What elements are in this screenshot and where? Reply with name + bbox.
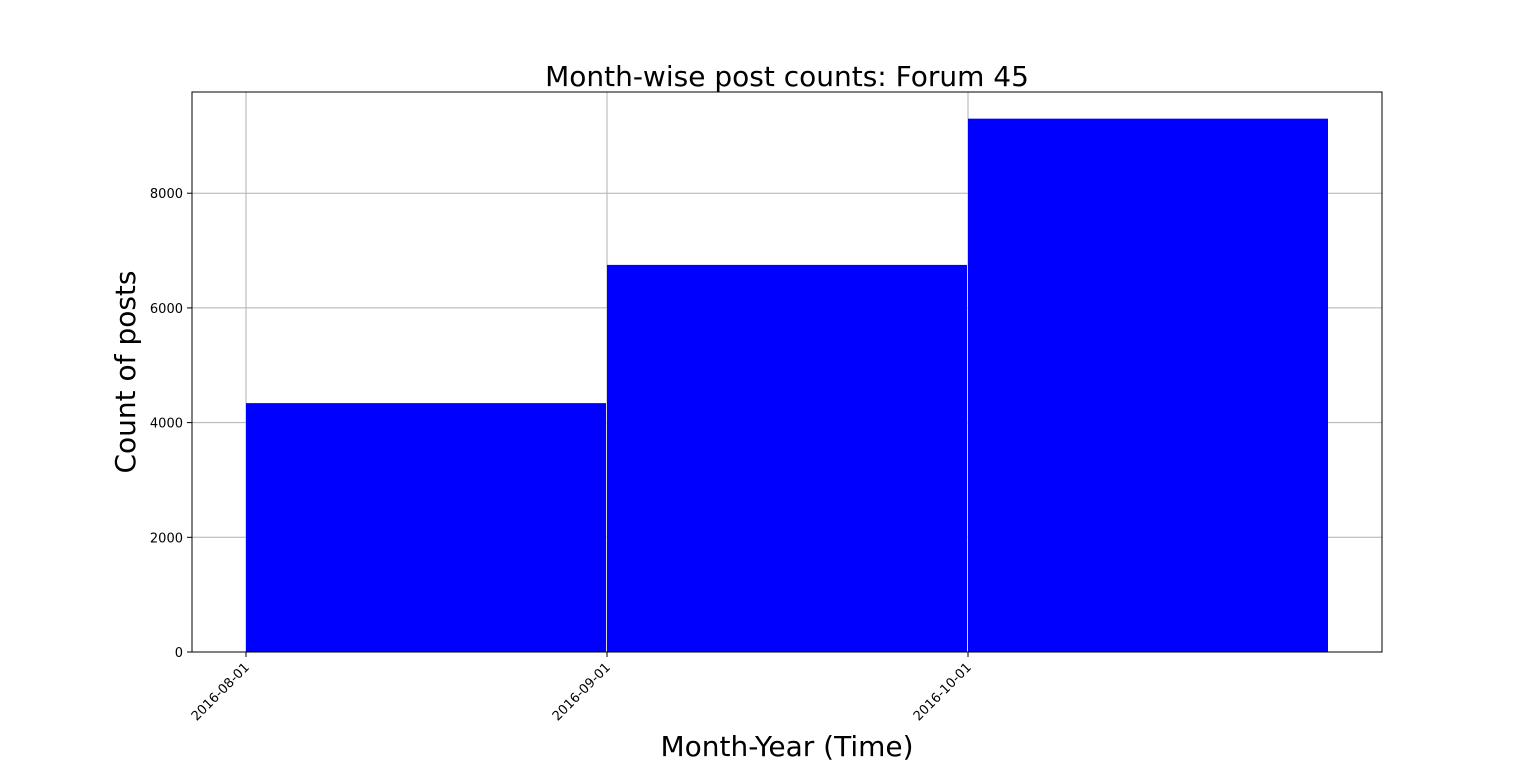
axes-frame	[191, 91, 1383, 653]
y-tick-label: 0	[175, 646, 183, 661]
y-tick-label: 2000	[150, 531, 183, 546]
chart-title: Month-wise post counts: Forum 45	[545, 60, 1029, 93]
bar-2016-08-01	[246, 403, 606, 652]
x-axis-label: Month-Year (Time)	[660, 730, 913, 763]
y-tick-label: 8000	[150, 187, 183, 202]
bar-2016-10-01	[968, 118, 1328, 652]
y-axis-ticks: 0 2000 4000 6000 8000	[150, 187, 192, 661]
y-tick-label: 6000	[150, 302, 183, 317]
y-axis-label: Count of posts	[109, 271, 142, 474]
bars-group	[246, 118, 1328, 652]
bar-2016-09-01	[607, 264, 967, 652]
y-tick-label: 4000	[150, 417, 183, 432]
